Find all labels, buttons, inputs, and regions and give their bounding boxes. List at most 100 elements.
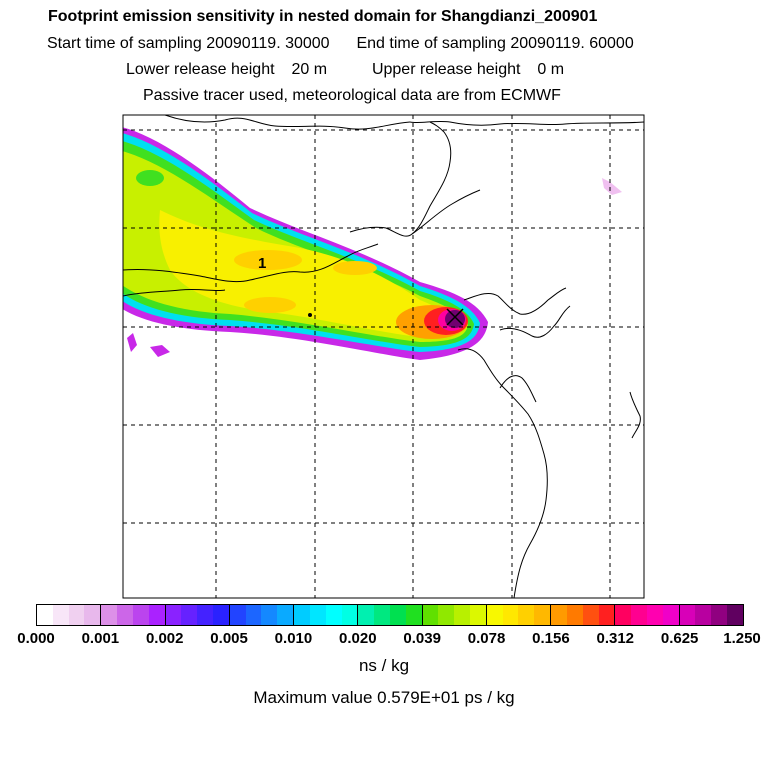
green-patch [136,170,164,186]
contour-label-1: 1 [258,255,266,272]
colorbar-swatch [52,605,69,625]
colorbar-swatch [117,605,133,625]
border-central [349,121,452,237]
colorbar-swatch [374,605,390,625]
colorbar-swatch [245,605,262,625]
upper-value: 0 m [537,61,565,78]
colorbar-swatch [598,605,615,625]
colorbar-swatch [165,605,182,625]
start-label: Start time of sampling [47,35,202,52]
colorbar-swatch [261,605,278,625]
colorbar-swatch [518,605,535,625]
colorbar-swatch [197,605,213,625]
colorbar-swatch [37,605,53,625]
colorbar-swatch [566,605,583,625]
plume-yellow-core [159,210,459,338]
orange-patch-2 [244,297,296,313]
colorbar-swatch [389,605,406,625]
coastline-islands-east [629,391,641,439]
colorbar-tick-label: 0.000 [17,630,55,647]
sampling-times: Start time of sampling 20090119. 30000 E… [47,35,634,53]
colorbar [36,604,744,626]
border-north [164,115,411,130]
colorbar-segment [294,605,359,625]
colorbar-swatch [470,605,486,625]
colorbar-swatch [662,605,679,625]
colorbar-swatch [534,605,551,625]
colorbar-segment [422,605,487,625]
plot-title: Footprint emission sensitivity in nested… [48,8,598,25]
colorbar-swatch [84,605,101,625]
colorbar-swatch [132,605,149,625]
high-purple [445,310,465,328]
colorbar-tick-label: 0.010 [274,630,313,647]
colorbar-swatch [68,605,85,625]
orange-patch-1 [234,250,302,270]
colorbar-swatch [486,605,503,625]
border-north-east [409,120,644,126]
colorbar-tick-label: 0.005 [210,630,248,647]
colorbar-swatch [615,605,632,625]
colorbar-swatch [647,605,663,625]
colorbar-swatch [325,605,342,625]
lower-label: Lower release height [126,61,275,78]
border-southwest [123,288,226,297]
colorbar-segment [486,605,552,625]
footprint-map: 1 [122,114,645,599]
colorbar-swatch [502,605,519,625]
colorbar-swatch [229,605,246,625]
colorbar-segment [37,605,102,625]
colorbar-swatch [679,605,696,625]
end-value: 20090119. 60000 [510,35,634,52]
colorbar-swatch [212,605,229,625]
station-dot [308,313,312,317]
colorbar-tick-label: 0.078 [467,630,506,647]
isolated-patch-3 [602,178,622,195]
colorbar-swatch [181,605,198,625]
map-frame [122,114,645,599]
colorbar-tick-label: 0.312 [596,630,635,647]
colorbar-swatch [695,605,712,625]
colorbar-swatch [405,605,422,625]
end-label: End time of sampling [356,35,506,52]
units-label: ns / kg [358,656,410,675]
colorbar-tick-label: 0.039 [403,630,441,647]
orange-patch-3 [333,261,377,275]
isolated-patch-1 [127,333,137,352]
coastlines-borders [123,115,644,598]
start-value: 20090119. 30000 [206,35,330,52]
coastline-peninsula [499,305,571,338]
colorbar-swatch [727,605,743,625]
lower-value: 20 m [291,61,328,78]
colorbar-swatch [454,605,471,625]
colorbar-swatch [358,605,375,625]
colorbar-tick-label: 1.250 [723,630,761,647]
colorbar-segment [551,605,616,625]
border-east-inland [411,189,481,235]
colorbar-swatch [582,605,599,625]
colorbar-swatch [294,605,310,625]
colorbar-swatch [438,605,455,625]
colorbar-segment [615,605,680,625]
grid-lines [123,115,644,598]
tracer-info: Passive tracer used, meteorological data… [143,87,561,104]
colorbar-swatch [631,605,648,625]
maximum-value: Maximum value 0.579E+01 ps / kg [253,688,515,707]
colorbar-segment [358,605,423,625]
colorbar-swatch [148,605,165,625]
colorbar-segment [165,605,230,625]
sensitivity-plume [123,127,622,360]
isolated-patch-2 [150,345,170,357]
colorbar-tick-label: 0.020 [339,630,377,647]
colorbar-tick-label: 0.625 [660,630,699,647]
colorbar-segment [679,605,743,625]
colorbar-swatch [341,605,358,625]
coastline-gulf [499,375,537,403]
border-west [123,243,379,283]
colorbar-swatch [277,605,294,625]
colorbar-swatch [711,605,728,625]
release-heights: Lower release height 20 m Upper release … [126,61,564,79]
colorbar-swatch [309,605,326,625]
receptor-marker [446,308,464,326]
colorbar-tick-label: 0.156 [532,630,570,647]
